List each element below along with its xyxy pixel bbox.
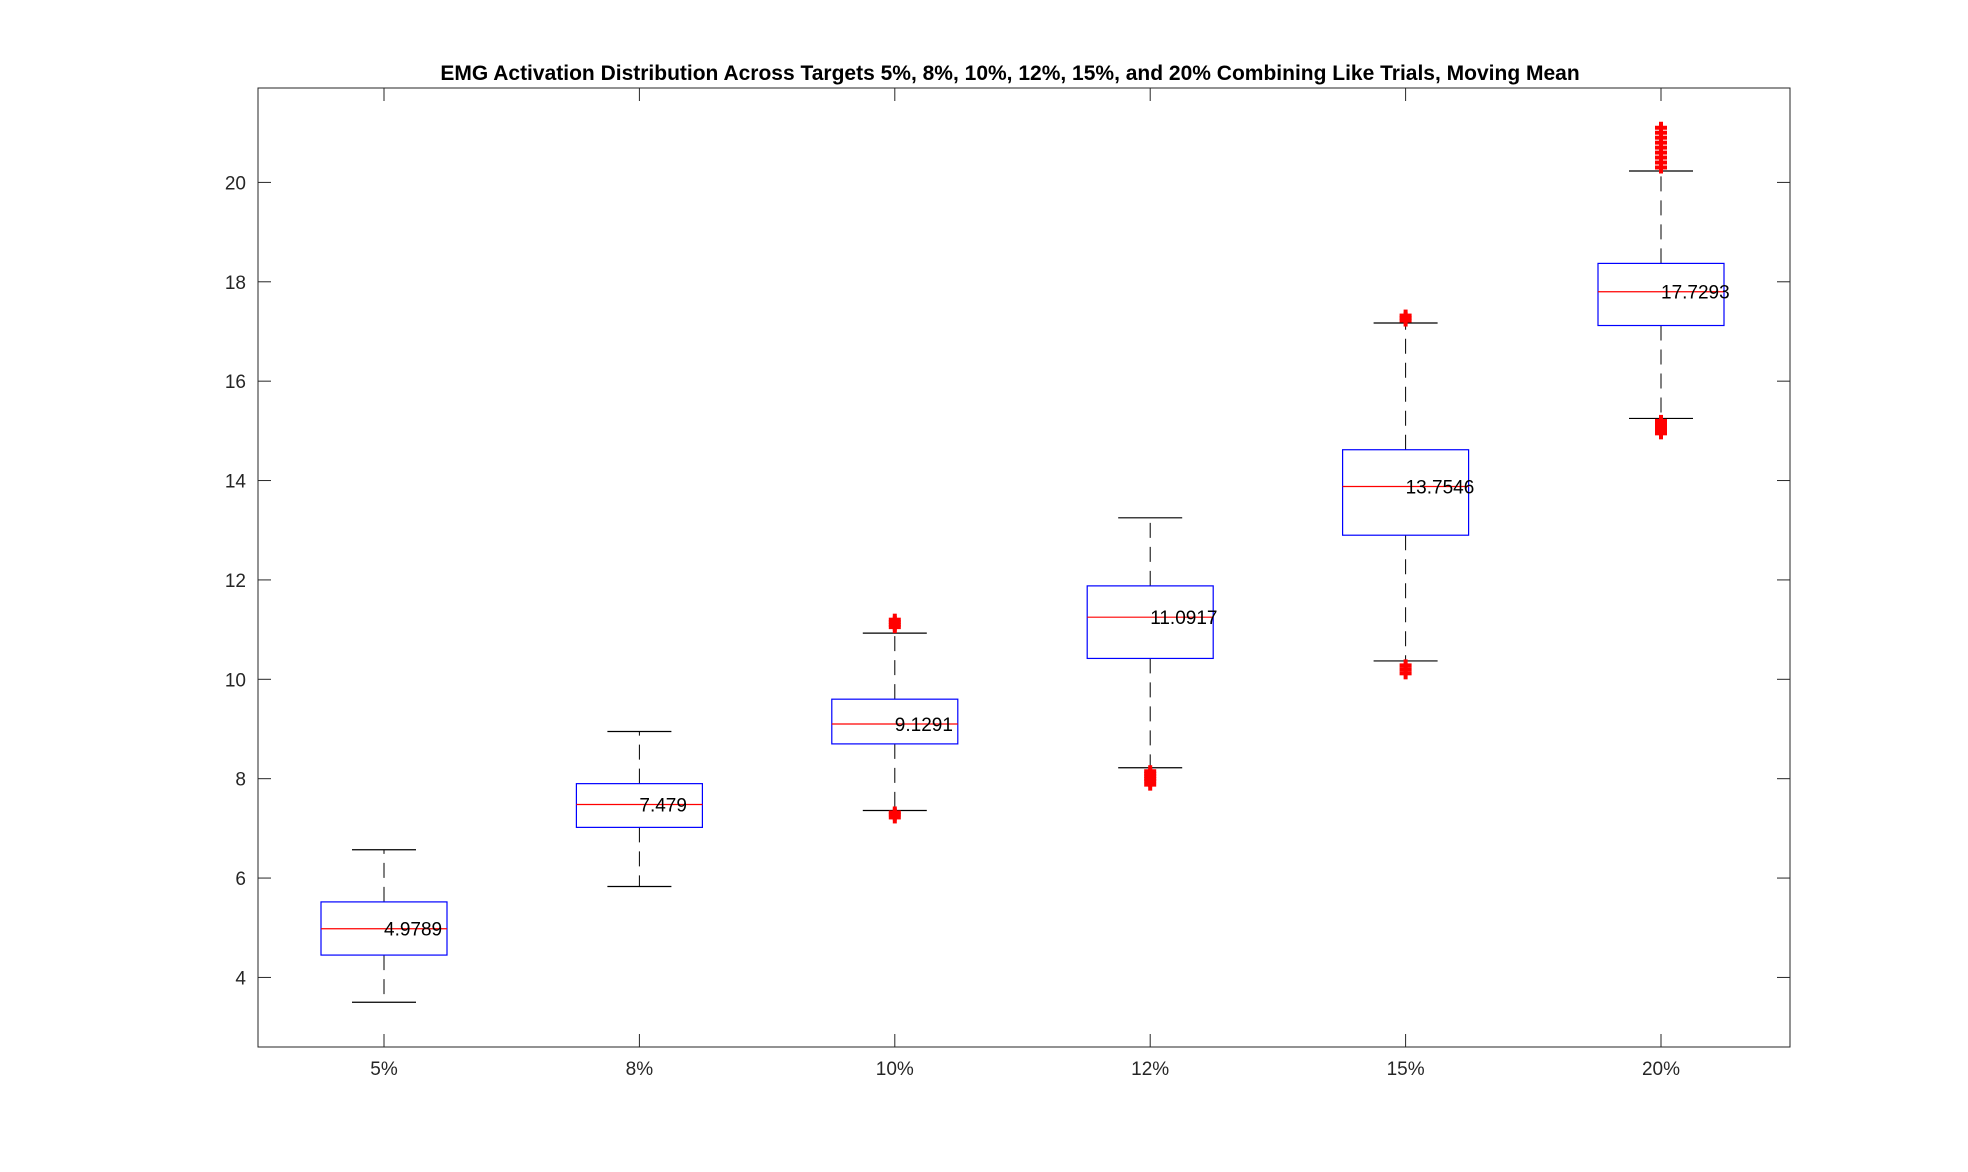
box-group [320, 849, 448, 1003]
y-tick-label: 18 [225, 273, 246, 294]
box-group [831, 613, 959, 824]
chart-title: EMG Activation Distribution Across Targe… [440, 62, 1579, 85]
y-tick-label: 20 [225, 173, 246, 194]
x-tick-label: 8% [626, 1059, 654, 1080]
median-data-label: 13.7546 [1406, 478, 1475, 499]
x-tick-label: 20% [1642, 1059, 1680, 1080]
y-tick-label: 16 [225, 372, 246, 393]
median-data-label: 9.1291 [895, 715, 953, 736]
box-iqr [831, 698, 959, 745]
y-tick-label: 4 [235, 968, 246, 989]
y-tick-label: 10 [225, 670, 246, 691]
y-tick-label: 8 [235, 770, 246, 791]
median-data-label: 4.9789 [384, 920, 442, 941]
data-labels: 4.9789 7.479 9.1291 11.0917 13.7546 17.7293 [384, 283, 1730, 941]
y-tick-label: 12 [225, 571, 246, 592]
median-data-label: 17.7293 [1661, 283, 1730, 304]
box-iqr [1597, 262, 1725, 327]
box-iqr [1341, 449, 1470, 536]
x-tick-label: 10% [876, 1059, 914, 1080]
axis-ticks: 4 6 8 10 12 14 16 18 20 5% 8% 10% 12% 15% 20% [225, 88, 1790, 1080]
median-data-label: 7.479 [639, 796, 687, 817]
x-tick-label: 5% [370, 1059, 398, 1080]
box-series [320, 121, 1725, 1003]
box-group [1086, 517, 1214, 791]
y-tick-label: 14 [225, 472, 247, 493]
box-group [575, 730, 704, 888]
plot-area [257, 87, 1791, 1048]
x-tick-label: 15% [1387, 1059, 1425, 1080]
y-tick-label: 6 [235, 869, 246, 890]
box-group [1597, 121, 1725, 440]
box-iqr [575, 783, 704, 828]
x-tick-label: 12% [1131, 1059, 1169, 1080]
box-group [1341, 309, 1470, 680]
box-iqr [1086, 585, 1214, 660]
median-data-label: 11.0917 [1150, 608, 1217, 629]
